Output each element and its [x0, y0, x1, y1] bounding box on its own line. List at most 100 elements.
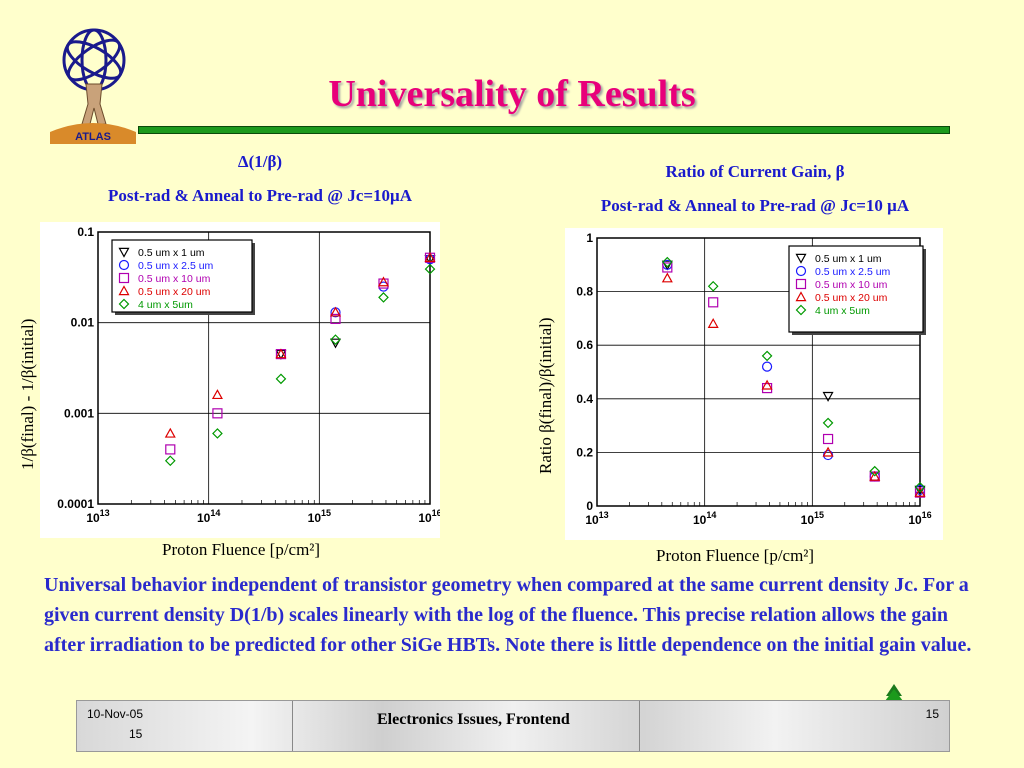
footer-divider	[292, 701, 293, 751]
data-point	[424, 263, 436, 275]
data-point	[378, 292, 389, 303]
data-point	[761, 382, 773, 394]
y-tick-label: 0.0001	[57, 497, 94, 511]
data-point	[708, 297, 719, 308]
left-caption-line2: Post-rad & Anneal to Pre-rad @ Jc=10μA	[108, 186, 412, 205]
data-point	[822, 417, 834, 429]
legend-label: 0.5 um x 2.5 um	[815, 266, 891, 278]
footer-divider	[639, 701, 640, 751]
data-point	[275, 348, 287, 359]
legend-label: 0.5 um x 10 um	[138, 273, 211, 285]
data-point	[424, 252, 436, 262]
right-caption-line1: Ratio of Current Gain, β	[665, 162, 845, 181]
x-tick-label: 1016	[908, 510, 931, 527]
legend-marker	[118, 285, 130, 296]
data-point	[661, 256, 673, 268]
logo-text: ATLAS	[75, 131, 111, 143]
slide-title: Universality of Results	[328, 73, 696, 115]
legend-marker	[795, 304, 807, 316]
data-point	[212, 428, 223, 439]
x-tick-label: 1016	[418, 508, 440, 525]
legend-label: 0.5 um x 20 um	[138, 286, 211, 298]
legend-label: 0.5 um x 1 um	[815, 253, 882, 265]
data-point	[822, 449, 834, 461]
plot-frame	[596, 237, 921, 507]
right-ylabel: Ratio β(final)/β(initial)	[536, 317, 555, 474]
data-point	[330, 313, 341, 325]
right-caption-line2: Post-rad & Anneal to Pre-rad @ Jc=10 μA	[600, 196, 910, 215]
data-point	[424, 255, 436, 266]
data-point	[377, 276, 390, 287]
data-point	[822, 446, 834, 457]
left-xlabel: Proton Fluence [p/cm²]	[162, 540, 321, 559]
legend-label: 4 um x 5um	[815, 305, 870, 317]
footer-date: 10-Nov-05	[87, 707, 144, 721]
footer-bar: 10-Nov-05 15 Electronics Issues, Fronten…	[76, 700, 950, 752]
y-tick-label: 0.2	[576, 445, 593, 459]
legend-marker	[118, 272, 130, 284]
data-point	[914, 481, 926, 493]
legend-label: 0.5 um x 20 um	[815, 292, 888, 304]
footer-page-number: 15	[925, 707, 939, 721]
data-point	[212, 408, 223, 419]
chart-legend: 0.5 um x 1 um0.5 um x 2.5 um0.5 um x 10 …	[788, 245, 926, 335]
left-ylabel: 1/β(final) - 1/β(initial)	[18, 318, 37, 470]
data-point	[914, 486, 926, 497]
legend-marker	[118, 259, 130, 271]
legend-marker	[795, 278, 807, 290]
data-point	[869, 470, 881, 481]
y-tick-label: 1	[586, 231, 593, 245]
data-point	[707, 280, 719, 292]
y-tick-label: 0.8	[576, 285, 593, 299]
legend-marker	[118, 298, 130, 310]
data-point	[164, 427, 176, 438]
data-point	[329, 338, 342, 349]
plot-frame	[97, 231, 431, 505]
legend-marker	[795, 265, 807, 277]
legend-label: 0.5 um x 2.5 um	[138, 260, 214, 272]
data-point	[165, 444, 176, 455]
chart-legend: 0.5 um x 1 um0.5 um x 2.5 um0.5 um x 10 …	[111, 239, 255, 315]
legend-marker	[795, 291, 807, 302]
right-xlabel: Proton Fluence [p/cm²]	[656, 546, 815, 565]
y-tick-label: 0.01	[71, 316, 95, 330]
data-point	[164, 455, 176, 467]
x-tick-label: 1015	[801, 510, 824, 527]
x-tick-label: 1015	[308, 508, 331, 525]
y-tick-label: 0.1	[77, 225, 94, 239]
y-tick-label: 0.001	[64, 406, 94, 420]
data-point	[869, 465, 881, 477]
y-tick-label: 0.6	[576, 338, 593, 352]
left-caption-line1: Δ(1/β)	[237, 152, 283, 171]
body-paragraph: Universal behavior independent of transi…	[44, 574, 972, 656]
data-point	[661, 260, 673, 271]
legend-label: 0.5 um x 1 um	[138, 247, 205, 259]
data-point	[661, 272, 673, 283]
data-point	[761, 350, 773, 362]
y-tick-label: 0.4	[576, 392, 593, 406]
legend-label: 4 um x 5um	[138, 299, 193, 311]
legend-marker	[795, 253, 807, 264]
data-point	[914, 485, 926, 496]
data-point	[761, 379, 773, 390]
footer-page-left: 15	[129, 727, 143, 741]
data-point	[378, 278, 389, 289]
data-point	[822, 391, 834, 402]
data-point	[329, 306, 342, 317]
data-point	[822, 433, 834, 445]
data-point	[211, 389, 223, 400]
x-tick-label: 1014	[197, 508, 220, 525]
atlas-logo: ATLAS	[50, 24, 136, 144]
data-point	[761, 361, 773, 372]
title-rule	[138, 126, 950, 134]
legend-label: 0.5 um x 10 um	[815, 279, 888, 291]
y-tick-label: 0	[586, 499, 593, 513]
legend-marker	[118, 247, 130, 258]
data-point	[275, 373, 287, 385]
x-tick-label: 1014	[693, 510, 716, 527]
data-point	[707, 318, 719, 328]
footer-center-text: Electronics Issues, Frontend	[377, 711, 570, 728]
data-point	[330, 334, 341, 345]
